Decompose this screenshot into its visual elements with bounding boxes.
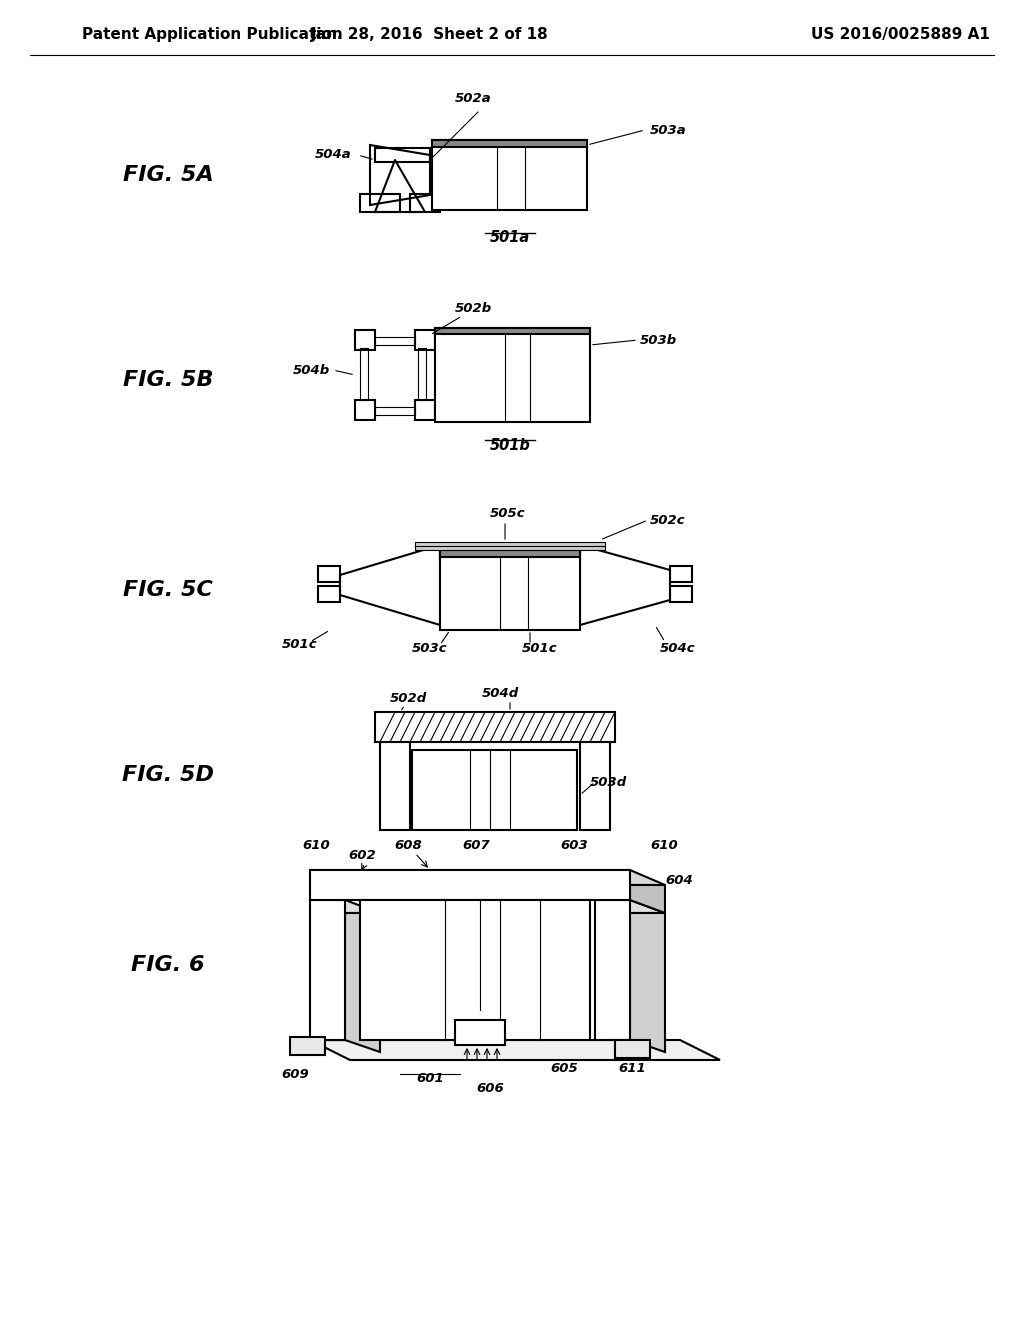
Text: 502a: 502a — [455, 92, 492, 106]
Bar — [310, 900, 345, 1040]
Bar — [360, 348, 368, 400]
Text: 503c: 503c — [413, 642, 447, 655]
Bar — [415, 543, 605, 550]
Bar — [360, 194, 400, 213]
Text: 604: 604 — [665, 874, 693, 887]
Bar — [432, 140, 587, 210]
Text: 611: 611 — [618, 1061, 646, 1074]
Bar — [670, 566, 692, 582]
Polygon shape — [630, 884, 665, 913]
Bar — [375, 337, 415, 345]
Text: 504c: 504c — [660, 642, 695, 655]
Text: 503d: 503d — [590, 776, 628, 788]
Bar — [415, 330, 435, 350]
Bar — [615, 1040, 650, 1059]
Polygon shape — [345, 913, 380, 1052]
Bar — [432, 140, 587, 147]
Text: 606: 606 — [476, 1082, 504, 1096]
Bar — [380, 735, 410, 830]
Text: 504a: 504a — [315, 149, 352, 161]
Bar — [310, 870, 630, 900]
Polygon shape — [310, 870, 665, 884]
Text: 601: 601 — [416, 1072, 443, 1085]
Bar — [418, 348, 426, 400]
Text: FIG. 5A: FIG. 5A — [123, 165, 213, 185]
Polygon shape — [315, 900, 375, 915]
Text: 610: 610 — [302, 840, 330, 851]
Text: 504b: 504b — [293, 363, 330, 376]
Bar — [455, 1020, 505, 1045]
Text: 501b: 501b — [489, 438, 530, 453]
Bar — [412, 750, 577, 830]
Text: 502c: 502c — [650, 513, 686, 527]
Bar — [318, 566, 340, 582]
Bar — [375, 711, 615, 742]
Text: US 2016/0025889 A1: US 2016/0025889 A1 — [811, 28, 989, 42]
Bar — [375, 407, 415, 414]
Text: 607: 607 — [462, 840, 489, 851]
Text: 504d: 504d — [481, 686, 518, 700]
Polygon shape — [315, 900, 345, 1040]
Bar — [355, 400, 375, 420]
Text: 505c: 505c — [490, 507, 525, 520]
Text: 502b: 502b — [455, 302, 493, 315]
Polygon shape — [630, 913, 665, 1052]
Bar — [440, 550, 580, 557]
Text: 610: 610 — [650, 840, 678, 851]
Text: Jan. 28, 2016  Sheet 2 of 18: Jan. 28, 2016 Sheet 2 of 18 — [311, 28, 549, 42]
Text: 603: 603 — [560, 840, 588, 851]
Bar — [670, 586, 692, 602]
Text: 609: 609 — [282, 1068, 309, 1081]
Polygon shape — [595, 900, 665, 913]
Text: 501a: 501a — [489, 230, 530, 246]
Text: 503b: 503b — [640, 334, 677, 346]
Text: 605: 605 — [550, 1061, 578, 1074]
Text: 501c: 501c — [522, 642, 558, 655]
Text: 608: 608 — [394, 840, 422, 851]
Text: Patent Application Publication: Patent Application Publication — [82, 28, 343, 42]
Bar — [580, 735, 610, 830]
Bar — [595, 900, 630, 1040]
Polygon shape — [310, 900, 380, 913]
Text: FIG. 5B: FIG. 5B — [123, 370, 213, 389]
Bar — [435, 327, 590, 334]
Polygon shape — [310, 1040, 720, 1060]
Bar — [410, 194, 440, 213]
Text: 503a: 503a — [650, 124, 687, 136]
Bar — [435, 327, 590, 422]
Bar — [360, 900, 590, 1040]
Text: 602: 602 — [348, 849, 376, 862]
Bar — [415, 400, 435, 420]
Bar — [355, 330, 375, 350]
Text: FIG. 5D: FIG. 5D — [122, 766, 214, 785]
Bar — [440, 550, 580, 630]
Text: FIG. 6: FIG. 6 — [131, 954, 205, 975]
Bar — [318, 586, 340, 602]
Bar — [375, 148, 430, 162]
Bar — [290, 1038, 325, 1055]
Text: 501c: 501c — [283, 639, 317, 652]
Text: 502d: 502d — [390, 692, 427, 705]
Text: FIG. 5C: FIG. 5C — [123, 579, 213, 601]
